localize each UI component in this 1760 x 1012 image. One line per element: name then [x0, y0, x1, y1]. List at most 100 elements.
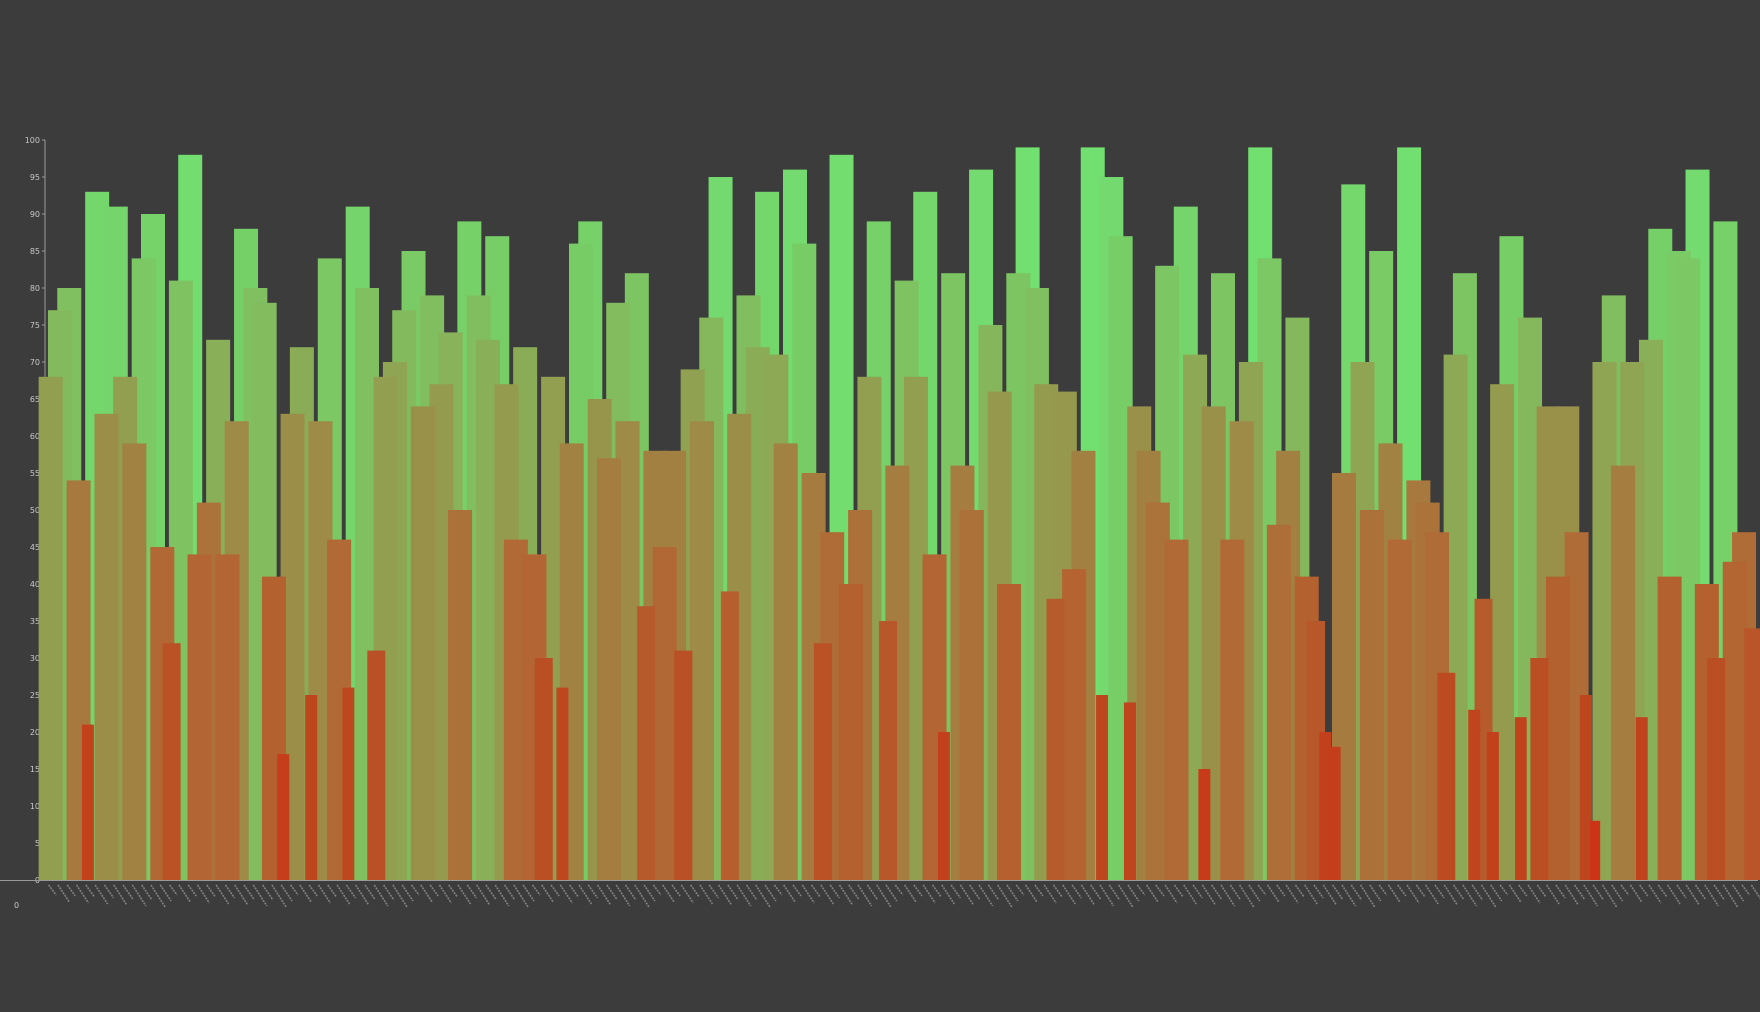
- x-tick-glyph: [66, 884, 76, 897]
- x-tick-glyph: [643, 884, 656, 902]
- x-tick-glyph: [624, 884, 637, 901]
- x-tick-glyph: [1545, 884, 1560, 905]
- bar: [689, 421, 714, 880]
- x-tick-glyph: [783, 884, 796, 903]
- x-tick-glyph: [1741, 884, 1751, 896]
- x-tick-glyph: [857, 884, 873, 907]
- bar: [277, 754, 290, 880]
- y-tick-label: 60: [30, 432, 40, 441]
- x-tick-glyph: [708, 884, 720, 899]
- corner-label: 0: [14, 901, 19, 910]
- x-tick-glyph: [866, 884, 879, 901]
- x-tick-glyph: [810, 884, 821, 898]
- y-tick-label: 5: [35, 839, 40, 848]
- bar: [187, 554, 212, 880]
- bar: [162, 643, 181, 880]
- x-tick-glyph: [1369, 884, 1382, 902]
- x-tick-glyph: [699, 884, 714, 905]
- x-tick-glyph: [1359, 884, 1376, 908]
- bar: [959, 510, 984, 880]
- x-tick-glyph: [1136, 884, 1146, 896]
- x-tick-glyph: [1536, 884, 1547, 898]
- bar: [813, 643, 832, 880]
- x-tick-glyph: [234, 884, 249, 906]
- x-tick-glyph: [150, 884, 166, 908]
- x-tick-glyph: [541, 884, 554, 903]
- x-tick-glyph: [1518, 884, 1528, 897]
- x-tick-glyph: [885, 884, 898, 902]
- bar: [773, 443, 798, 880]
- x-tick-glyph: [587, 884, 599, 899]
- bar: [1657, 576, 1682, 880]
- x-tick-glyph: [1350, 884, 1363, 901]
- x-tick-glyph: [1285, 884, 1299, 904]
- bar: [367, 650, 386, 880]
- x-tick-glyph: [1313, 884, 1324, 899]
- x-axis: [0, 880, 1760, 908]
- x-tick-glyph: [1676, 884, 1687, 899]
- bar: [1328, 746, 1341, 880]
- y-tick-label: 95: [30, 173, 40, 182]
- y-tick-label: 20: [30, 728, 40, 737]
- x-tick-glyph: [1499, 884, 1509, 896]
- x-tick-glyph: [829, 884, 841, 899]
- x-tick-glyph: [382, 884, 395, 901]
- x-tick-glyph: [1034, 884, 1044, 897]
- bar: [1220, 539, 1245, 880]
- y-tick-label: 30: [30, 654, 40, 663]
- x-tick-glyph: [513, 884, 529, 908]
- bar: [1545, 576, 1570, 880]
- x-tick-glyph: [503, 884, 516, 901]
- x-tick-glyph: [1248, 884, 1261, 902]
- x-tick-glyph: [1443, 884, 1458, 906]
- x-tick-glyph: [1508, 884, 1522, 903]
- bar: [1387, 539, 1412, 880]
- x-tick-glyph: [736, 884, 752, 907]
- bar: [937, 732, 950, 880]
- x-tick-glyph: [1406, 884, 1420, 904]
- x-tick-glyph: [596, 884, 612, 906]
- x-tick-glyph: [1480, 884, 1497, 908]
- x-tick-glyph: [801, 884, 815, 904]
- bar: [652, 547, 677, 880]
- x-tick-glyph: [345, 884, 357, 899]
- x-tick-glyph: [429, 884, 439, 897]
- bar: [1096, 695, 1109, 880]
- bar: [38, 376, 63, 880]
- x-tick-glyph: [206, 884, 217, 898]
- bar: [997, 584, 1021, 880]
- bar: [674, 650, 693, 880]
- x-tick-glyph: [448, 884, 458, 898]
- x-tick-glyph: [196, 884, 211, 904]
- y-tick-label: 75: [30, 321, 40, 330]
- bar: [81, 724, 94, 880]
- x-tick-glyph: [838, 884, 854, 906]
- x-tick-glyph: [1062, 884, 1076, 905]
- x-tick-glyph: [1555, 884, 1566, 899]
- x-tick-glyph: [578, 884, 593, 905]
- x-tick-glyph: [1238, 884, 1255, 908]
- x-tick-glyph: [1024, 884, 1038, 903]
- x-tick-glyph: [131, 884, 147, 907]
- bar: [534, 658, 553, 880]
- x-tick-glyph: [457, 884, 472, 905]
- bar: [1707, 658, 1726, 880]
- x-tick-glyph: [1276, 884, 1286, 897]
- x-tick-glyph: [1220, 884, 1236, 907]
- x-tick-glyph: [569, 884, 579, 898]
- x-tick-glyph: [1127, 884, 1140, 902]
- x-tick-glyph: [1266, 884, 1280, 903]
- x-tick-glyph: [764, 884, 777, 902]
- x-tick-glyph: [1378, 884, 1388, 896]
- x-tick-glyph: [550, 884, 560, 897]
- x-tick-glyph: [913, 884, 923, 897]
- x-tick-glyph: [662, 884, 675, 903]
- x-tick-glyph: [997, 884, 1013, 908]
- x-tick-glyph: [959, 884, 975, 906]
- bar: [720, 591, 739, 880]
- x-tick-glyph: [1201, 884, 1217, 906]
- x-tick-glyph: [215, 884, 230, 905]
- y-tick-label: 10: [30, 802, 40, 811]
- x-tick-glyph: [85, 884, 96, 898]
